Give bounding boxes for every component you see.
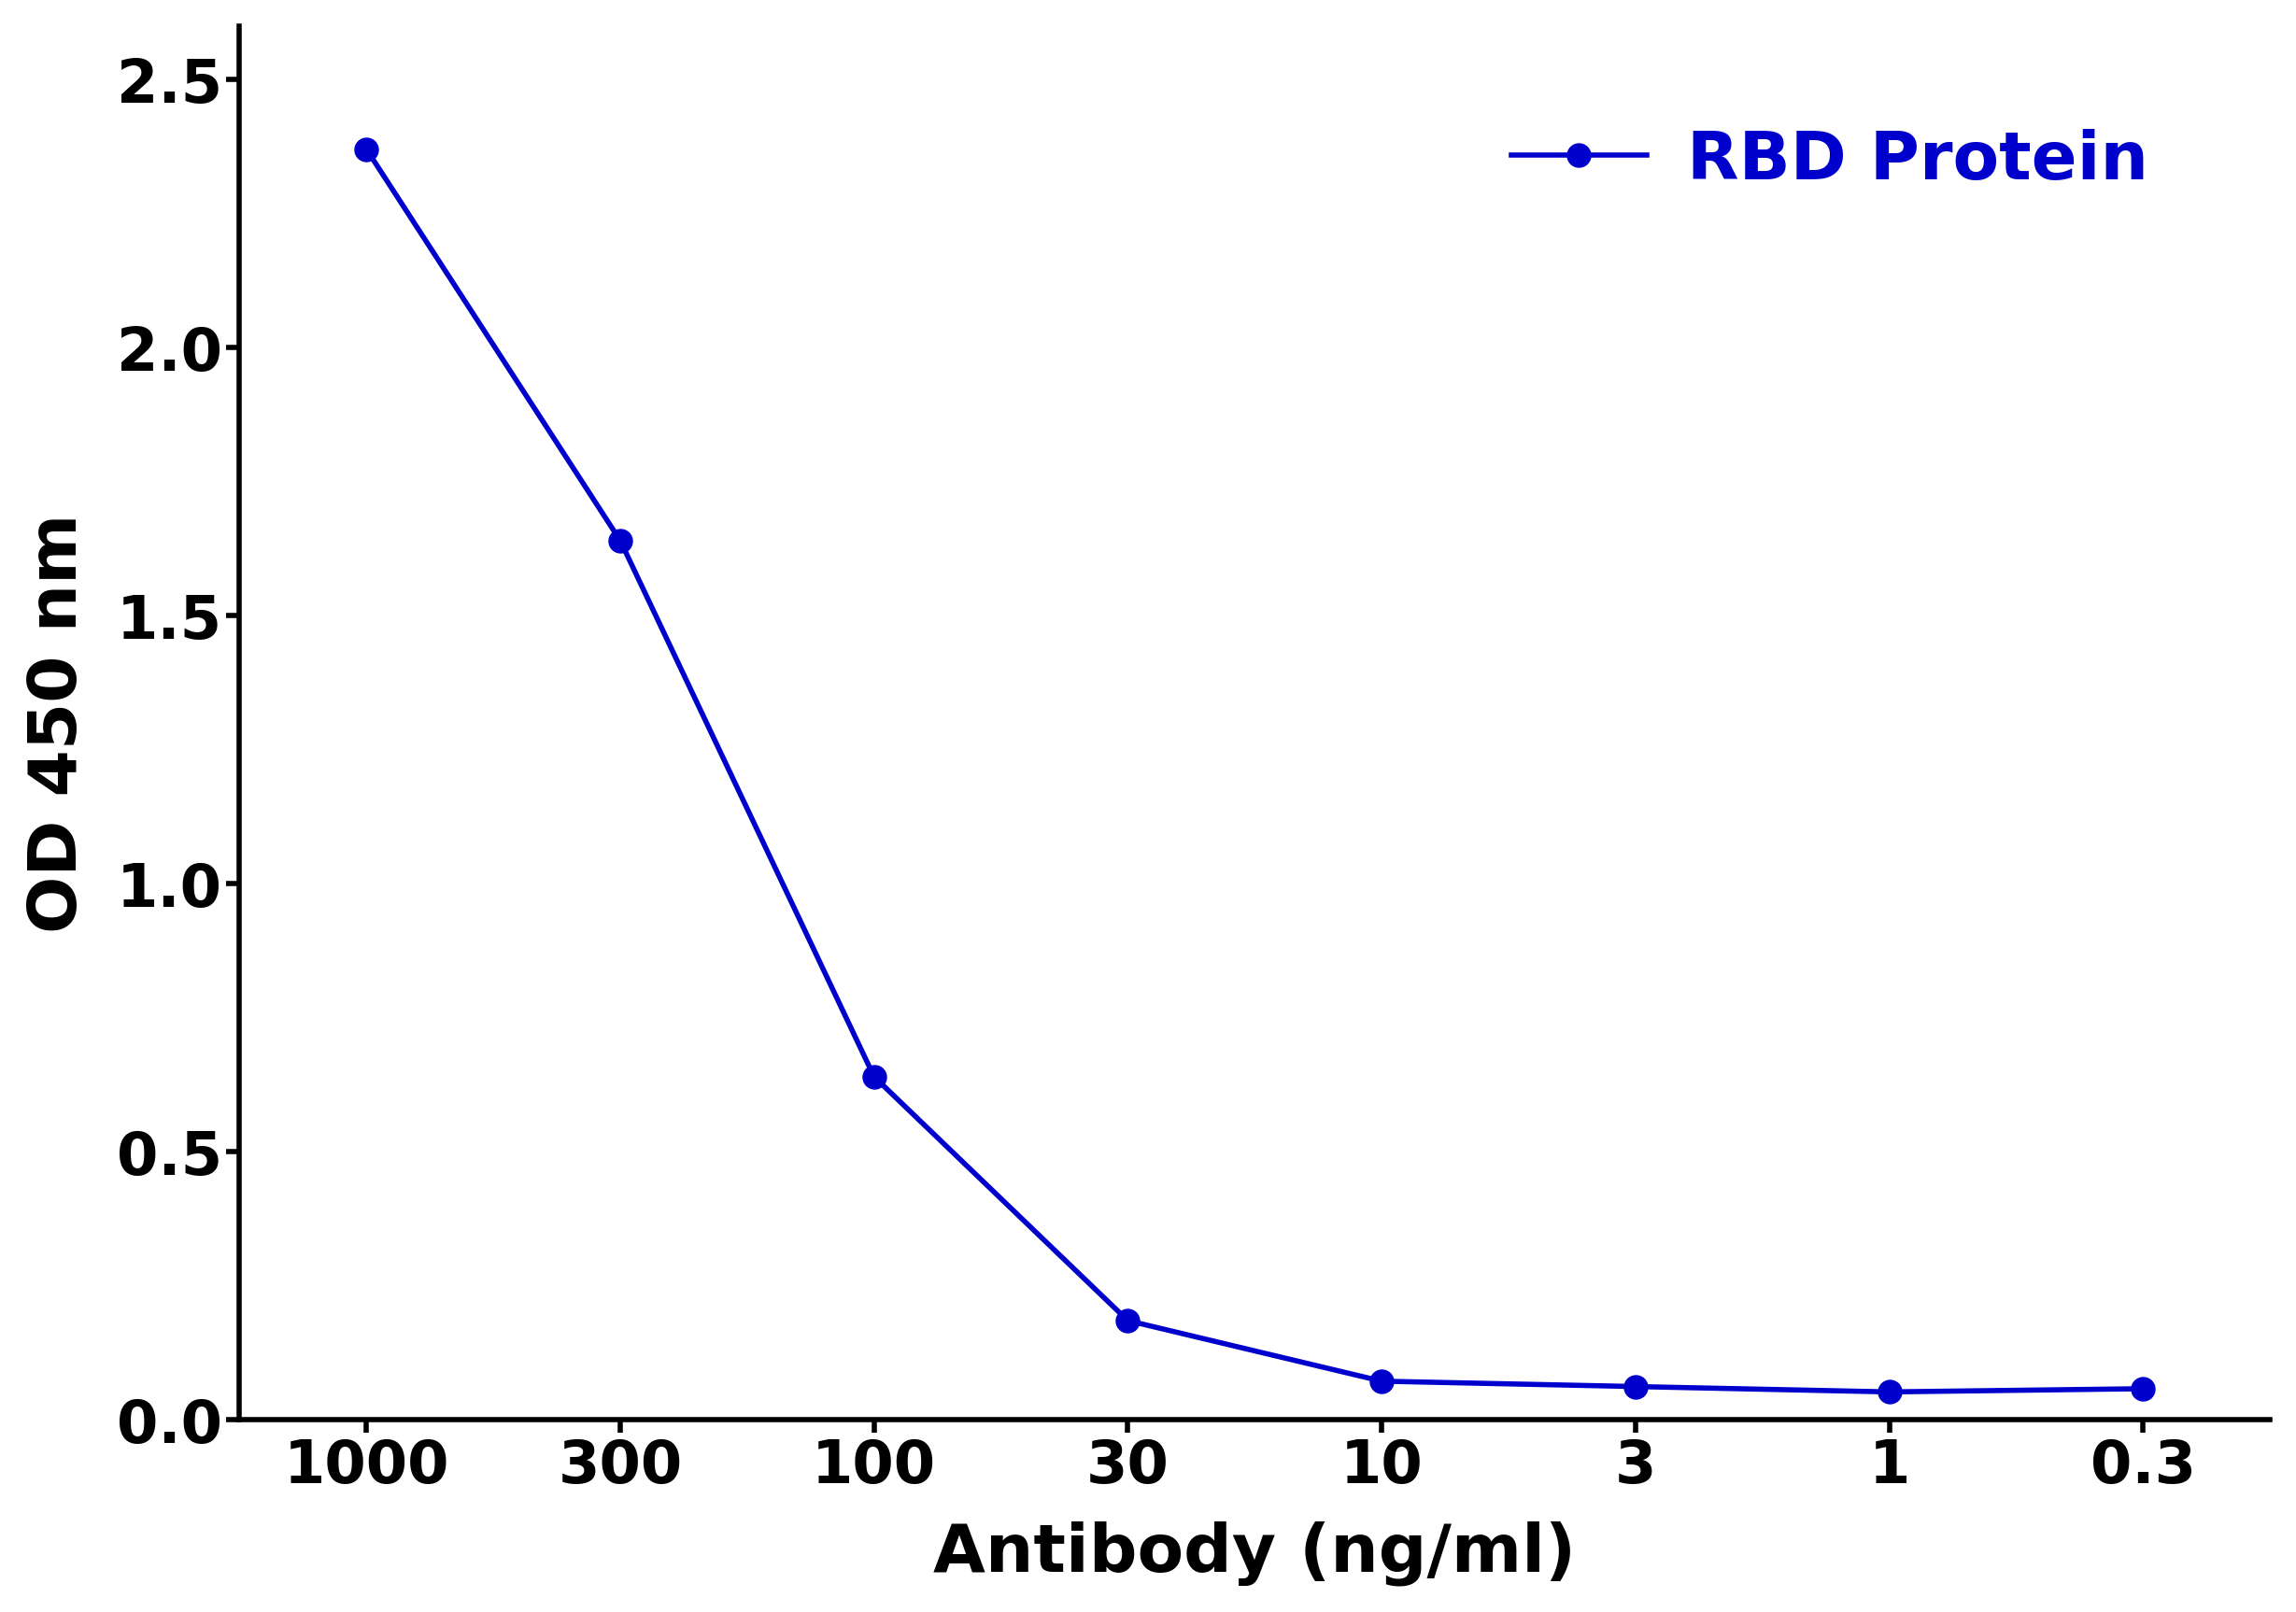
RBD Protein xyxy=(1114,1311,1141,1330)
X-axis label: Antibody (ng/ml): Antibody (ng/ml) xyxy=(934,1522,1575,1586)
RBD Protein xyxy=(2128,1378,2156,1398)
RBD Protein xyxy=(1876,1381,1903,1401)
Legend: RBD Protein: RBD Protein xyxy=(1486,102,2174,219)
RBD Protein xyxy=(1621,1377,1649,1396)
RBD Protein xyxy=(606,530,634,550)
RBD Protein xyxy=(861,1067,889,1086)
Y-axis label: OD 450 nm: OD 450 nm xyxy=(25,513,90,933)
RBD Protein xyxy=(354,140,381,160)
Line: RBD Protein: RBD Protein xyxy=(356,137,2156,1404)
RBD Protein xyxy=(1368,1372,1396,1391)
